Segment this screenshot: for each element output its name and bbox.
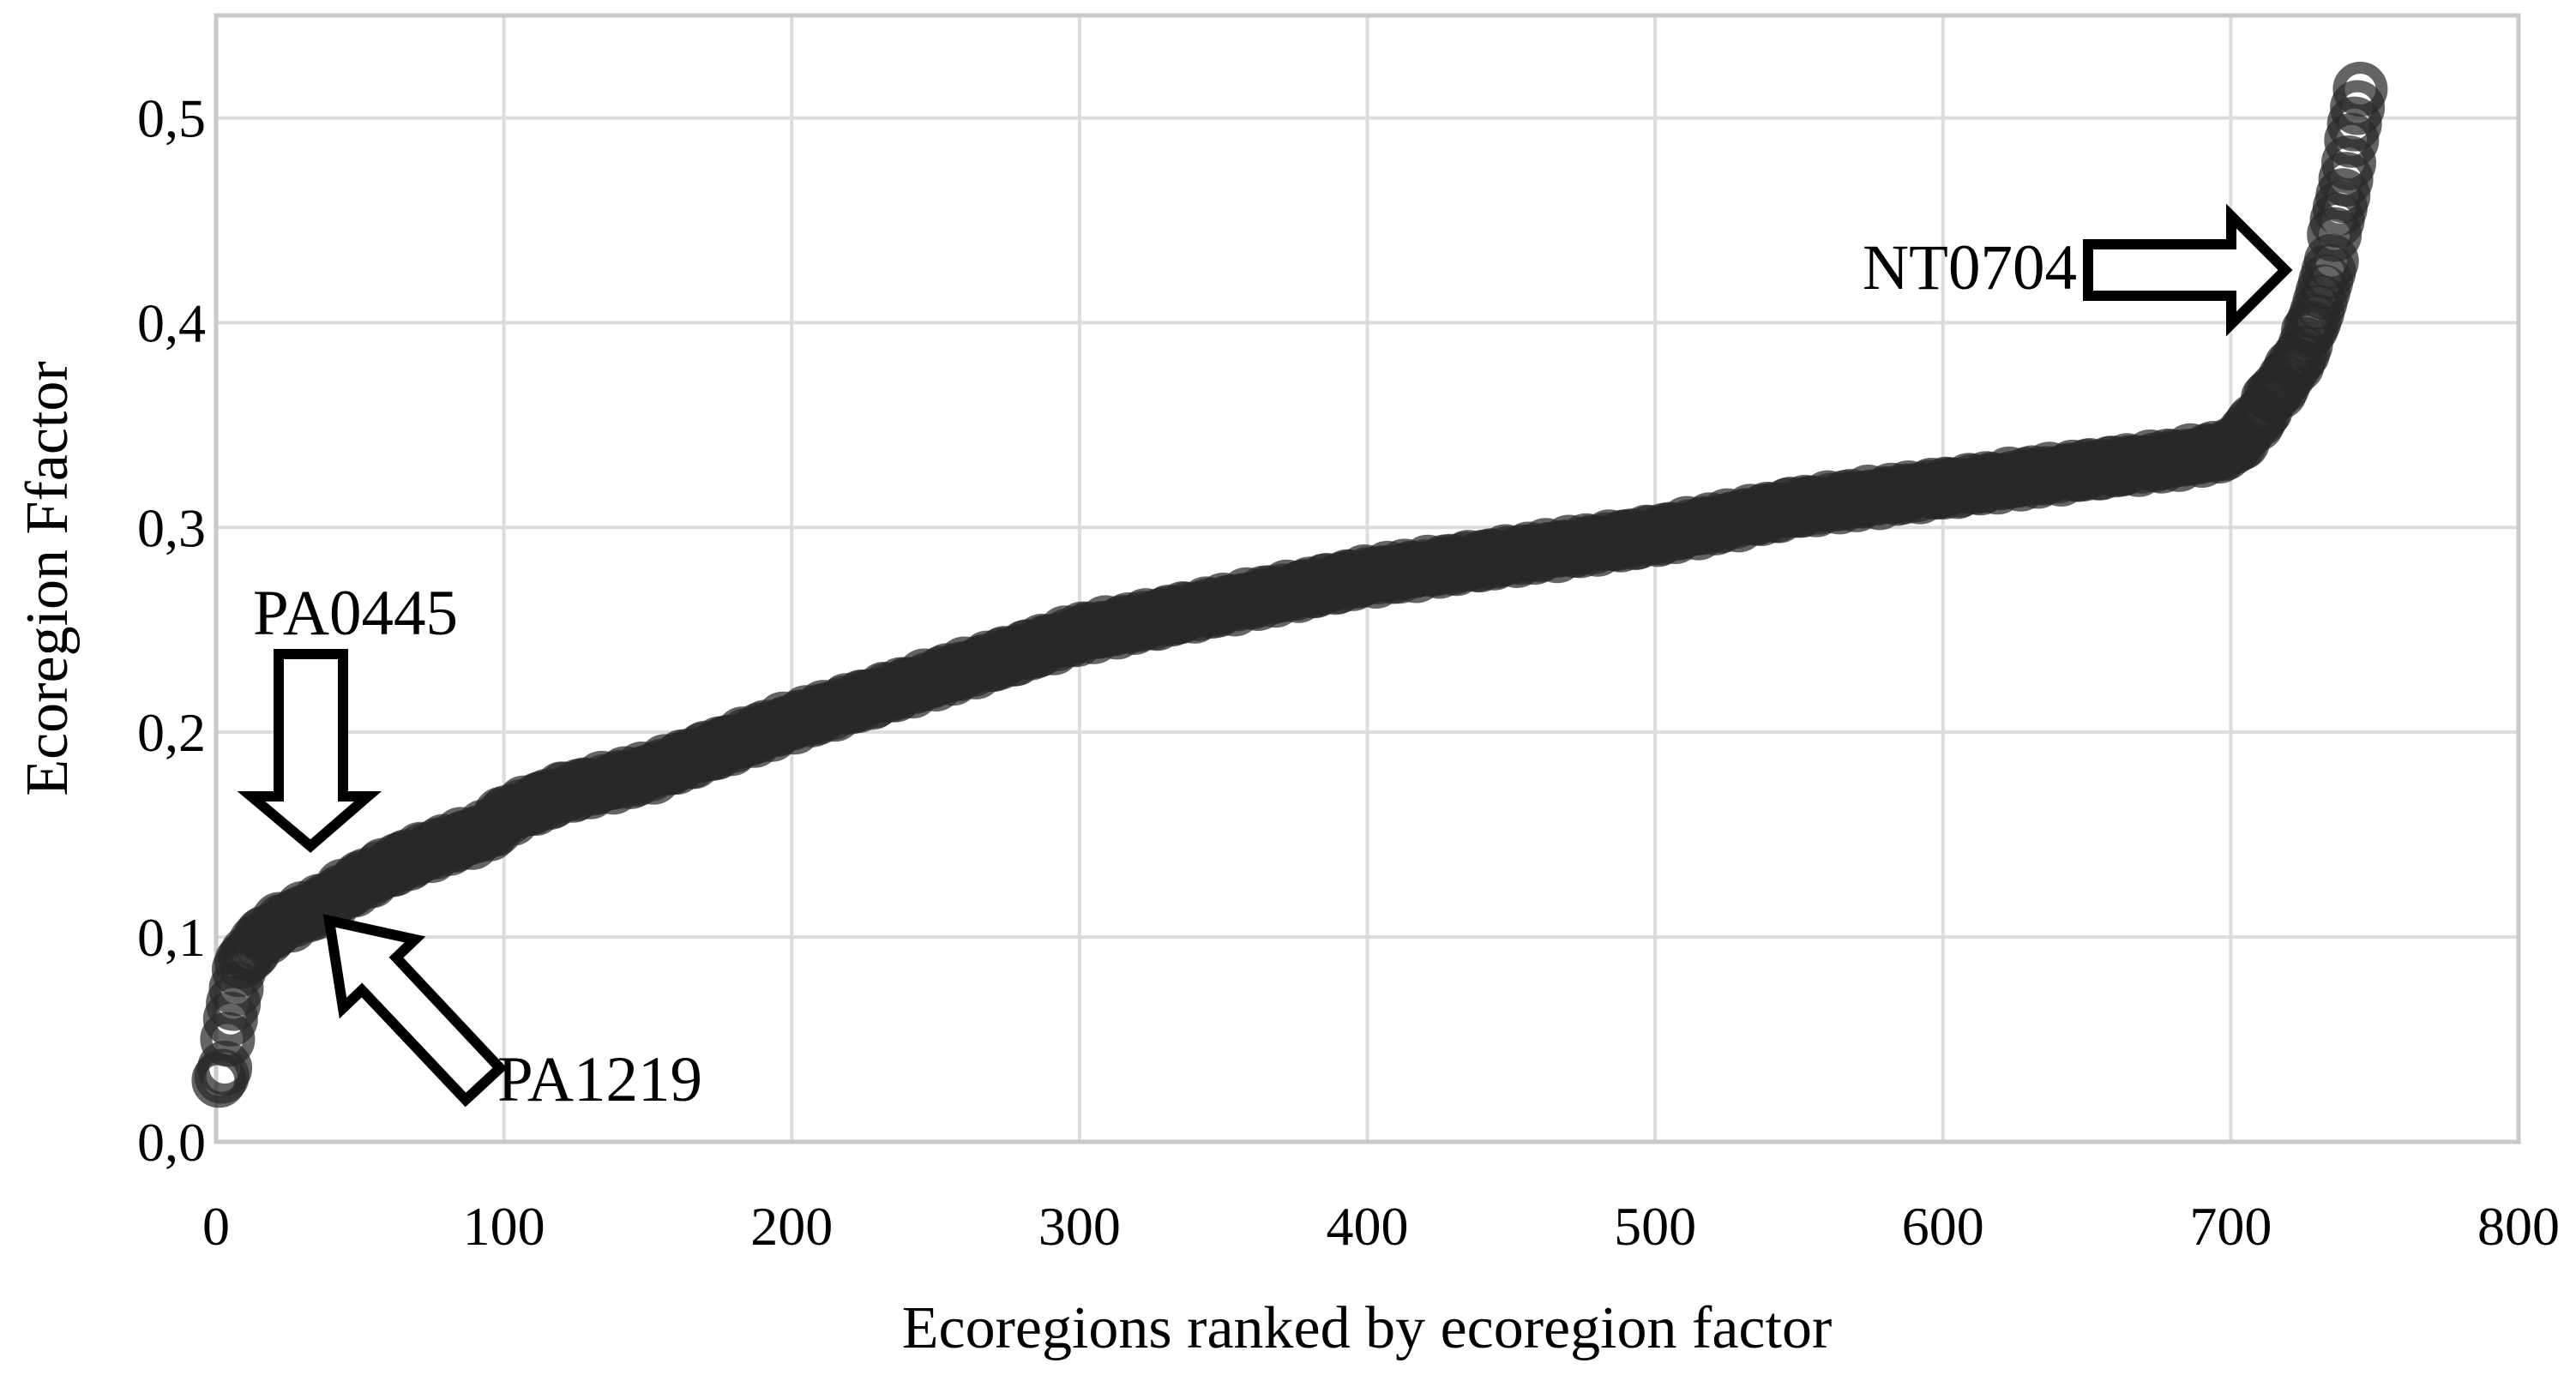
up-left-arrow-icon (322, 914, 508, 1108)
x-axis-tick-labels: 0 100 200 300 400 500 600 700 800 (202, 1196, 2560, 1257)
annotation-labels: PA0445 PA1219 NT0704 (253, 232, 2077, 1115)
x-tick-label: 800 (2477, 1196, 2560, 1257)
y-axis-tick-labels: 0,0 0,1 0,2 0,3 0,4 0,5 (137, 87, 206, 1173)
plot-border (214, 13, 2521, 1144)
data-series-markers (191, 62, 2388, 1108)
x-axis-title: Ecoregions ranked by ecoregion factor (902, 1295, 1833, 1361)
y-tick-label: 0,5 (137, 87, 206, 148)
annotation-arrows (237, 203, 2293, 1108)
y-tick-label: 0,4 (137, 292, 206, 353)
y-tick-label: 0,2 (137, 702, 206, 763)
y-tick-label: 0,3 (137, 497, 206, 558)
data-point-marker (2332, 62, 2388, 117)
x-tick-label: 0 (202, 1196, 230, 1257)
right-arrow-icon (2083, 203, 2293, 337)
data-point-marker (197, 1041, 253, 1096)
down-arrow-icon (237, 649, 382, 853)
x-tick-label: 400 (1327, 1196, 1409, 1257)
x-tick-label: 100 (463, 1196, 545, 1257)
x-tick-label: 300 (1038, 1196, 1121, 1257)
y-tick-label: 0,0 (137, 1112, 206, 1173)
x-tick-label: 600 (1902, 1196, 1984, 1257)
y-tick-label: 0,1 (137, 907, 206, 968)
annotation-label-pa1219: PA1219 (497, 1044, 702, 1115)
annotation-label-pa0445: PA0445 (253, 578, 458, 649)
x-tick-label: 700 (2189, 1196, 2272, 1257)
y-axis-title: Ecoregion Ffactor (15, 361, 81, 796)
x-tick-label: 200 (750, 1196, 833, 1257)
x-tick-label: 500 (1614, 1196, 1696, 1257)
annotation-label-nt0704: NT0704 (1863, 232, 2077, 303)
